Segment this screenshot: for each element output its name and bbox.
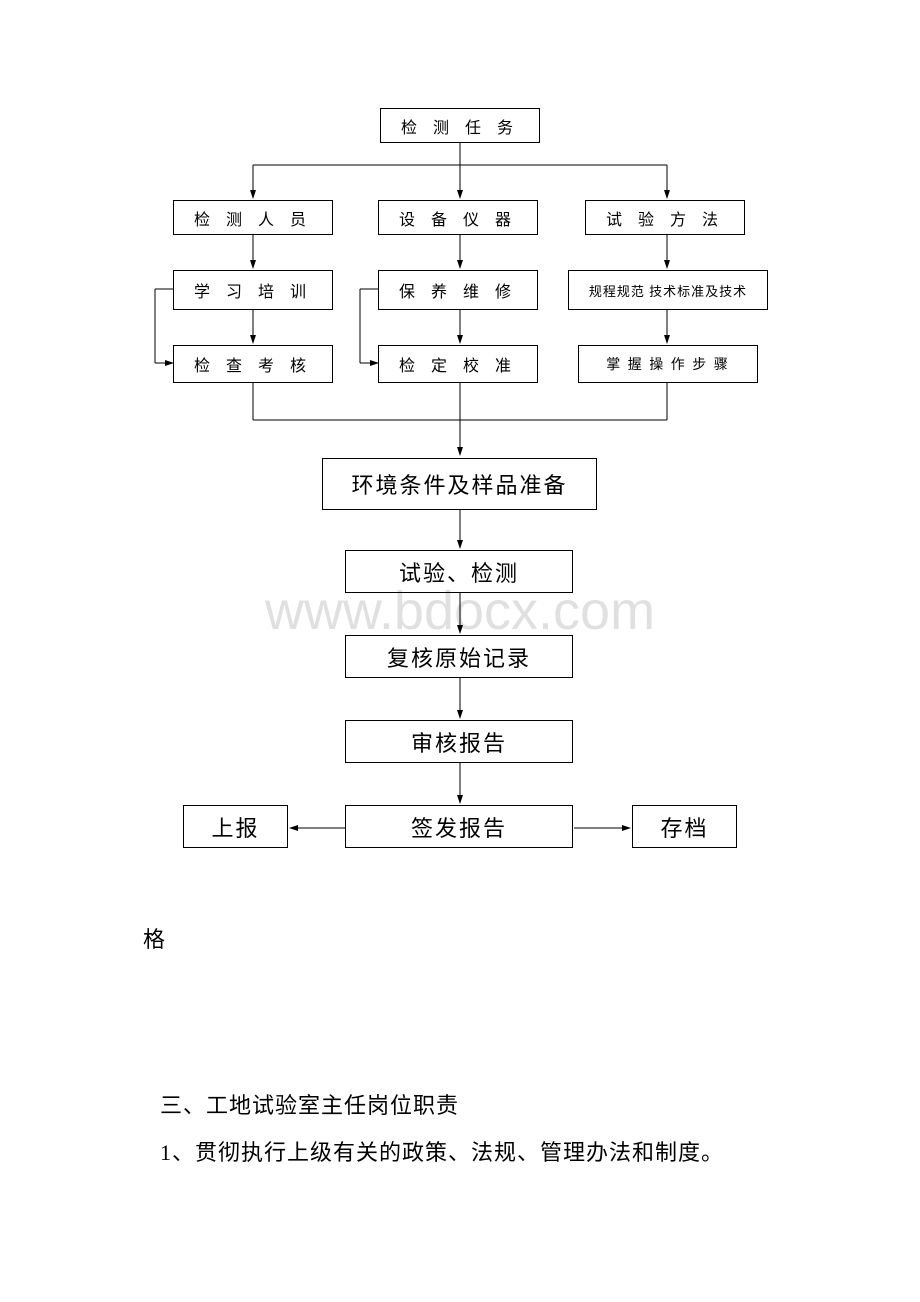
node-r1-right: 试 验 方 法 xyxy=(585,200,745,235)
node-r2-mid: 保 养 维 修 xyxy=(378,270,538,310)
node-step7-label: 审核报告 xyxy=(411,726,507,758)
node-r2-right-label: 规程规范 技术标准及技术 xyxy=(589,281,747,300)
node-r1-right-label: 试 验 方 法 xyxy=(606,206,724,230)
node-r2-left-label: 学 习 培 训 xyxy=(194,278,312,302)
body-line-text: 1、贯彻执行上级有关的政策、法规、管理办法和制度。 xyxy=(160,1140,724,1165)
heading-line-text: 三、工地试验室主任岗位职责 xyxy=(160,1093,459,1118)
node-right-end-label: 存档 xyxy=(660,811,708,843)
node-step8-label: 签发报告 xyxy=(411,811,507,843)
node-r1-left: 检 测 人 员 xyxy=(173,200,333,235)
node-r1-mid-label: 设 备 仪 器 xyxy=(399,206,517,230)
node-r1-mid: 设 备 仪 器 xyxy=(378,200,538,235)
node-r2-left: 学 习 培 训 xyxy=(173,270,333,310)
node-step4: 环境条件及样品准备 xyxy=(322,458,597,510)
node-step8: 签发报告 xyxy=(345,805,573,848)
node-r3-mid-label: 检 定 校 准 xyxy=(399,352,517,376)
node-left-end: 上报 xyxy=(183,805,288,848)
node-left-end-label: 上报 xyxy=(211,811,259,843)
node-step7: 审核报告 xyxy=(345,720,573,763)
node-r3-left-label: 检 查 考 核 xyxy=(194,352,312,376)
node-step6-label: 复核原始记录 xyxy=(387,641,531,673)
node-r3-left: 检 查 考 核 xyxy=(173,345,333,383)
node-r3-mid: 检 定 校 准 xyxy=(378,345,538,383)
body-line: 1、贯彻执行上级有关的政策、法规、管理办法和制度。 xyxy=(160,1135,724,1167)
node-step5-label: 试验、检测 xyxy=(399,556,519,588)
node-r2-right: 规程规范 技术标准及技术 xyxy=(568,270,768,310)
node-step6: 复核原始记录 xyxy=(345,635,573,678)
stray-char: 格 xyxy=(143,922,166,954)
node-r3-right-label: 掌 握 操 作 步 骤 xyxy=(606,354,730,374)
stray-char-text: 格 xyxy=(143,927,166,952)
node-r3-right: 掌 握 操 作 步 骤 xyxy=(578,345,758,383)
node-step5: 试验、检测 xyxy=(345,550,573,593)
node-step4-label: 环境条件及样品准备 xyxy=(351,468,567,500)
node-top-label: 检 测 任 务 xyxy=(401,114,519,138)
node-r1-left-label: 检 测 人 员 xyxy=(194,206,312,230)
node-right-end: 存档 xyxy=(632,805,737,848)
node-top: 检 测 任 务 xyxy=(380,108,540,143)
node-r2-mid-label: 保 养 维 修 xyxy=(399,278,517,302)
heading-line: 三、工地试验室主任岗位职责 xyxy=(160,1088,459,1120)
